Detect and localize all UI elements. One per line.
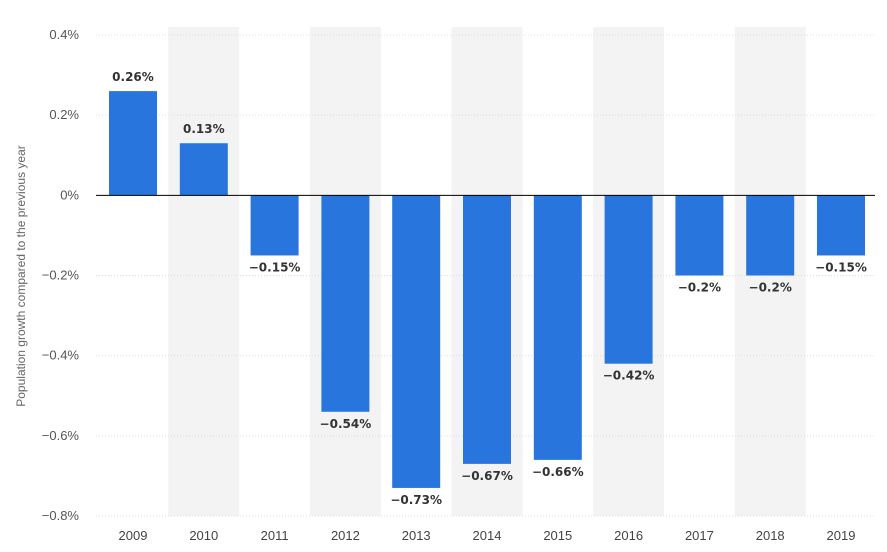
data-label-2011: −0.15% — [249, 260, 301, 274]
x-tick-label: 2015 — [543, 528, 572, 543]
bars — [109, 91, 865, 488]
x-axis-ticks: 2009 2010 2011 2012 2013 2014 2015 2016 2017 2018… — [119, 528, 856, 543]
y-tick-label: −0.8% — [42, 508, 80, 523]
data-label-2017: −0.2% — [678, 281, 721, 295]
y-tick-label: 0.2% — [49, 107, 79, 122]
data-label-2018: −0.2% — [749, 281, 792, 295]
data-label-2009: 0.26% — [112, 70, 154, 84]
data-label-2012: −0.54% — [320, 417, 372, 431]
bar-2009[interactable] — [109, 91, 157, 196]
x-tick-label: 2018 — [756, 528, 785, 543]
data-label-2015: −0.66% — [532, 465, 584, 479]
bar-2011[interactable] — [250, 195, 299, 256]
data-label-2016: −0.42% — [603, 369, 655, 383]
x-tick-label: 2013 — [402, 528, 431, 543]
data-label-2014: −0.67% — [461, 469, 513, 483]
y-tick-label: −0.2% — [42, 268, 80, 283]
bar-2017[interactable] — [675, 195, 724, 276]
bar-2019[interactable] — [817, 195, 865, 256]
column-band — [168, 27, 240, 516]
x-tick-label: 2010 — [189, 528, 218, 543]
data-labels: 0.26% 0.13% −0.15% −0.54% −0.73% −0.67% −0.66%… — [112, 70, 867, 507]
y-tick-label: 0% — [60, 187, 79, 202]
x-tick-label: 2017 — [685, 528, 714, 543]
bar-2013[interactable] — [392, 195, 441, 488]
data-label-2019: −0.15% — [815, 260, 867, 274]
x-tick-label: 2011 — [261, 528, 289, 543]
y-axis-ticks: 0.4% 0.2% 0% −0.2% −0.4% −0.6% −0.8% — [42, 27, 80, 523]
bar-2015[interactable] — [533, 195, 582, 460]
x-tick-label: 2019 — [827, 528, 856, 543]
bar-2014[interactable] — [463, 195, 511, 464]
bar-2018[interactable] — [746, 195, 795, 276]
y-tick-label: 0.4% — [49, 27, 79, 42]
y-tick-label: −0.4% — [42, 348, 80, 363]
x-tick-label: 2012 — [331, 528, 360, 543]
x-tick-label: 2016 — [614, 528, 643, 543]
y-axis-label: Population growth compared to the previo… — [14, 145, 28, 407]
data-label-2010: 0.13% — [183, 122, 225, 136]
x-tick-label: 2014 — [473, 528, 502, 543]
bar-2010[interactable] — [179, 143, 228, 196]
data-label-2013: −0.73% — [390, 493, 442, 507]
y-tick-label: −0.6% — [42, 428, 80, 443]
bar-2016[interactable] — [604, 195, 653, 364]
x-tick-label: 2009 — [119, 528, 148, 543]
bar-2012[interactable] — [321, 195, 370, 412]
